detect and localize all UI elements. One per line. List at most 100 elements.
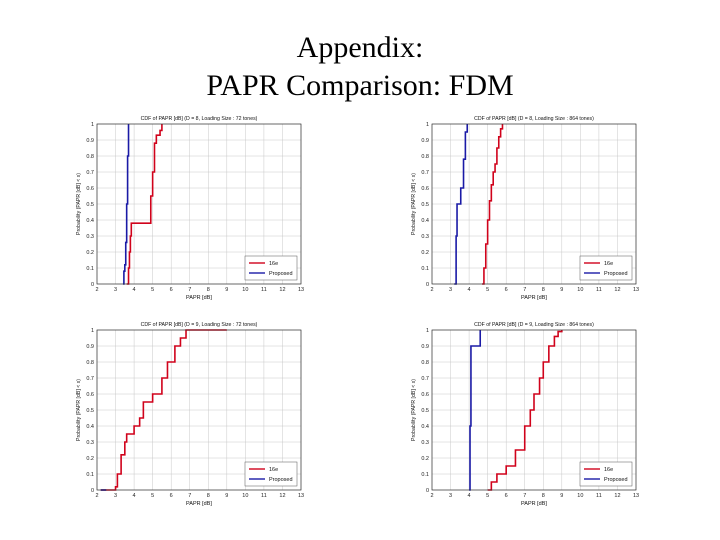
y-tick-label: 0.1 [86,266,94,272]
x-tick-label: 10 [577,287,583,293]
y-tick-label: 1 [91,328,94,334]
series-line-16e [482,124,504,285]
x-tick-label: 8 [542,287,545,293]
x-tick-label: 11 [261,493,267,499]
y-tick-label: 0.9 [421,138,429,144]
legend-label: 16e [604,261,613,267]
y-tick-label: 1 [426,122,429,128]
y-tick-label: 0.8 [421,154,429,160]
y-tick-label: 0.5 [421,202,429,208]
y-tick-label: 0.8 [421,360,429,366]
x-tick-label: 12 [614,493,620,499]
y-tick-label: 0.3 [86,234,94,240]
y-tick-label: 0.9 [86,344,94,350]
x-tick-label: 12 [614,287,620,293]
y-axis-label: Probability (PAPR [dB] < x) [411,173,417,235]
y-tick-label: 0.3 [421,234,429,240]
x-tick-label: 13 [633,493,639,499]
y-tick-label: 0.3 [421,440,429,446]
y-tick-label: 0.3 [86,440,94,446]
x-tick-label: 13 [298,287,304,293]
y-tick-label: 0.6 [421,186,429,192]
x-tick-label: 13 [633,287,639,293]
y-tick-label: 0 [426,282,429,288]
plot-frame [431,329,637,491]
x-tick-label: 3 [114,287,117,293]
x-tick-label: 11 [596,493,602,499]
y-tick-label: 0.4 [86,218,94,224]
x-tick-label: 11 [596,287,602,293]
plot-frame [96,329,302,491]
x-tick-label: 5 [486,287,489,293]
x-tick-label: 9 [560,493,563,499]
y-tick-label: 0.6 [86,392,94,398]
y-tick-label: 0.5 [86,202,94,208]
y-tick-label: 0.2 [421,250,429,256]
y-axis-label: Probability (PAPR [dB] < x) [411,379,417,441]
y-tick-label: 0.4 [421,218,429,224]
x-tick-label: 3 [449,287,452,293]
y-tick-label: 1 [91,122,94,128]
y-tick-label: 0.7 [86,170,94,176]
x-tick-label: 8 [542,493,545,499]
y-tick-label: 0.8 [86,154,94,160]
y-axis-label: Probability (PAPR [dB] < x) [76,379,82,441]
x-axis-label: PAPR [dB] [521,501,547,507]
y-tick-label: 0.5 [421,408,429,414]
x-tick-label: 2 [95,493,98,499]
x-tick-label: 8 [207,287,210,293]
chart-cdf-d8-864: CDF of PAPR [dB] (D = 8, Loading Size : … [411,116,639,301]
chart-cdf-d9-864: CDF of PAPR [dB] (D = 9, Loading Size : … [411,322,639,507]
y-tick-label: 1 [426,328,429,334]
x-tick-label: 2 [430,287,433,293]
y-axis-label: Probability (PAPR [dB] < x) [76,173,82,235]
y-tick-label: 0.9 [86,138,94,144]
x-tick-label: 2 [430,493,433,499]
x-tick-label: 12 [279,287,285,293]
x-axis-label: PAPR [dB] [186,501,212,507]
y-tick-label: 0.7 [421,376,429,382]
y-tick-label: 0.1 [86,472,94,478]
x-tick-label: 5 [151,493,154,499]
y-tick-label: 0.7 [421,170,429,176]
x-axis-label: PAPR [dB] [186,295,212,301]
legend-box [579,255,633,281]
legend-label: Proposed [269,477,293,483]
chart-cdf-d9-72: CDF of PAPR [dB] (D = 9, Loading Size : … [76,322,304,507]
x-tick-label: 13 [298,493,304,499]
y-tick-label: 0.6 [421,392,429,398]
chart-title: CDF of PAPR [dB] (D = 8, Loading Size : … [474,116,594,122]
series-line-proposed [469,330,482,491]
y-tick-label: 0 [91,282,94,288]
x-axis-label: PAPR [dB] [521,295,547,301]
x-tick-label: 4 [468,287,471,293]
legend-box [579,461,633,487]
legend-label: 16e [269,467,278,473]
y-tick-label: 0.8 [86,360,94,366]
plot-frame [96,123,302,285]
x-tick-label: 6 [170,493,173,499]
legend-label: Proposed [604,477,628,483]
y-tick-label: 0.1 [421,266,429,272]
y-tick-label: 0.5 [86,408,94,414]
x-tick-label: 11 [261,287,267,293]
slide-title-line-2: PAPR Comparison: FDM [206,69,514,102]
x-tick-label: 9 [225,287,228,293]
y-tick-label: 0.2 [86,250,94,256]
series-line-proposed [122,124,130,285]
y-tick-label: 0.6 [86,186,94,192]
x-tick-label: 10 [577,493,583,499]
x-tick-label: 7 [188,287,191,293]
x-tick-label: 5 [151,287,154,293]
legend-label: Proposed [604,271,628,277]
x-tick-label: 10 [242,287,248,293]
x-tick-label: 7 [188,493,191,499]
chart-title: CDF of PAPR [dB] (D = 9, Loading Size : … [474,322,594,328]
y-tick-label: 0 [426,488,429,494]
plot-frame [431,123,637,285]
y-tick-label: 0.2 [86,456,94,462]
x-tick-label: 5 [486,493,489,499]
x-tick-label: 4 [133,287,136,293]
x-tick-label: 6 [170,287,173,293]
x-tick-label: 12 [279,493,285,499]
